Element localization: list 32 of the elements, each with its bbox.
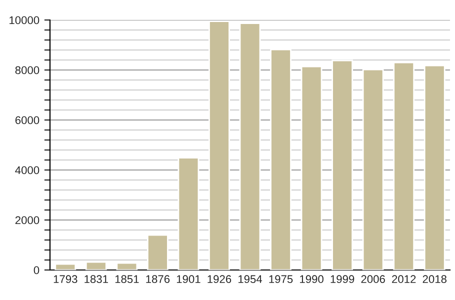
bar [393, 62, 415, 270]
y-tick-label: 2000 [15, 216, 40, 224]
x-tick-label: 1831 [84, 275, 108, 284]
y-tick-label: 10000 [10, 16, 40, 24]
x-tick-label: 1793 [54, 275, 78, 284]
y-tick-label: 8000 [15, 66, 40, 74]
x-tick-label: 1926 [208, 275, 232, 284]
bar [239, 22, 261, 270]
x-tick-label: 1999 [330, 275, 354, 284]
bar [362, 68, 384, 270]
x-tick-label: 1975 [269, 275, 293, 284]
bar [146, 234, 168, 270]
bar [424, 64, 446, 270]
bar [85, 261, 107, 270]
bar [116, 262, 138, 270]
x-tick-label: 2018 [422, 275, 446, 284]
x-tick-label: 1851 [115, 275, 139, 284]
y-tick-label: 0 [34, 266, 40, 274]
bar [178, 157, 200, 270]
x-tick-label: 2012 [392, 275, 416, 284]
bar [332, 60, 354, 270]
y-tick-label: 4000 [15, 166, 40, 174]
x-tick-label: 1990 [300, 275, 324, 284]
bar [54, 263, 76, 270]
bar [270, 48, 292, 270]
x-tick-label: 1901 [176, 275, 200, 284]
x-tick-label: 2006 [361, 275, 385, 284]
x-tick-label: 1876 [146, 275, 170, 284]
bar [300, 66, 322, 270]
x-tick-label: 1954 [238, 275, 262, 284]
y-tick-label: 6000 [15, 116, 40, 124]
bar [208, 20, 230, 270]
